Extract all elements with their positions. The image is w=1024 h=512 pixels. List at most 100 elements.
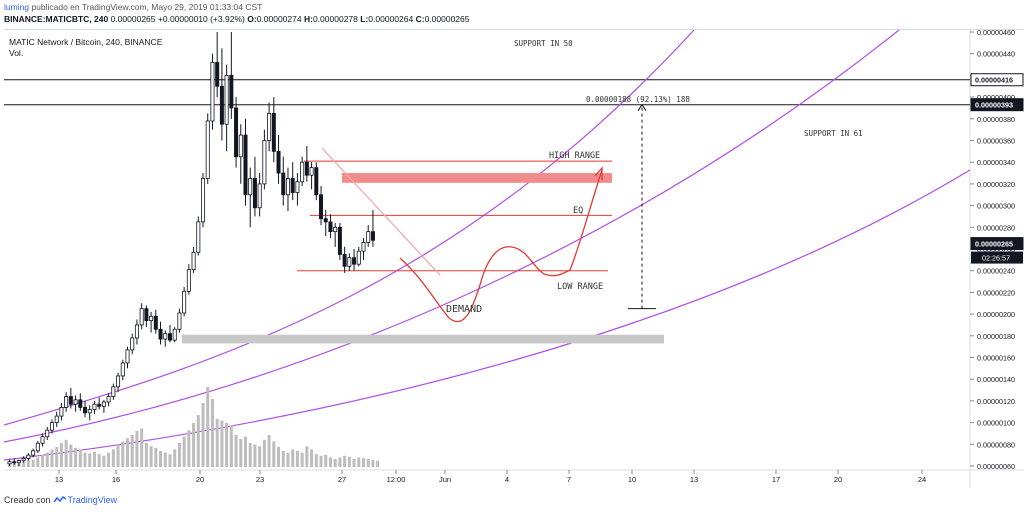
candle-up[interactable]: [201, 178, 206, 223]
candle-up[interactable]: [54, 415, 59, 423]
candle-down[interactable]: [290, 178, 295, 193]
candle-down[interactable]: [12, 461, 17, 464]
candle-down[interactable]: [342, 254, 347, 267]
candle-up[interactable]: [26, 454, 31, 459]
candle-down[interactable]: [328, 221, 333, 233]
candle-down[interactable]: [83, 407, 88, 414]
candle-up[interactable]: [163, 333, 168, 340]
candle-down[interactable]: [337, 226, 342, 255]
chart-area[interactable]: 0.000004600.000004400.000004200.00000400…: [4, 29, 1024, 488]
volume-bar: [50, 449, 54, 467]
price-label-box: [970, 237, 1024, 251]
candle-down[interactable]: [219, 85, 224, 125]
candle-up[interactable]: [210, 61, 215, 122]
candle-up[interactable]: [285, 178, 290, 196]
candle-up[interactable]: [333, 226, 338, 233]
candle-down[interactable]: [215, 61, 220, 87]
candle-down[interactable]: [97, 403, 102, 407]
candle-down[interactable]: [276, 150, 281, 174]
supply-zone[interactable]: [342, 173, 612, 183]
candle-up[interactable]: [238, 134, 243, 158]
candle-down[interactable]: [158, 328, 163, 340]
candle-up[interactable]: [177, 312, 182, 330]
candle-up[interactable]: [106, 396, 111, 403]
candle-up[interactable]: [196, 221, 201, 253]
candle-up[interactable]: [31, 450, 36, 456]
candle-down[interactable]: [304, 161, 309, 176]
candle-down[interactable]: [243, 134, 248, 196]
candle-up[interactable]: [257, 183, 262, 209]
time-tick-label: 20: [196, 475, 204, 484]
candle-up[interactable]: [87, 409, 92, 414]
candle-down[interactable]: [234, 107, 239, 158]
candle-up[interactable]: [191, 251, 196, 271]
candle-down[interactable]: [229, 75, 234, 109]
candle-down[interactable]: [271, 112, 276, 152]
candle-up[interactable]: [182, 290, 187, 314]
candle-up[interactable]: [309, 167, 314, 176]
support-curve-61[interactable]: [4, 169, 971, 461]
candle-down[interactable]: [319, 194, 324, 220]
candle-up[interactable]: [186, 269, 191, 292]
candle-up[interactable]: [64, 396, 69, 408]
candle-up[interactable]: [262, 140, 267, 185]
candle-up[interactable]: [205, 120, 210, 179]
candle-down[interactable]: [323, 218, 328, 223]
volume-bar: [154, 447, 158, 467]
candle-down[interactable]: [68, 396, 73, 405]
candle-down[interactable]: [314, 167, 319, 196]
candle-up[interactable]: [347, 257, 352, 267]
candle-up[interactable]: [45, 429, 50, 438]
candle-up[interactable]: [73, 399, 78, 405]
candle-down[interactable]: [144, 308, 149, 322]
candle-up[interactable]: [101, 401, 106, 407]
candle-up[interactable]: [21, 458, 26, 461]
candle-up[interactable]: [224, 75, 229, 125]
candle-up[interactable]: [295, 181, 300, 193]
volume-bar: [343, 455, 347, 467]
candle-up[interactable]: [120, 362, 125, 377]
trend-line[interactable]: [321, 147, 441, 276]
candle-up[interactable]: [16, 460, 21, 464]
annotation-support-in-61: SUPPORT IN 61: [804, 129, 863, 138]
candle-up[interactable]: [248, 178, 253, 196]
candle-up[interactable]: [134, 324, 139, 339]
candle-up[interactable]: [300, 161, 305, 183]
candle-up[interactable]: [361, 242, 366, 252]
candle-up[interactable]: [111, 386, 116, 397]
candle-up[interactable]: [116, 375, 121, 388]
candle-down[interactable]: [78, 399, 83, 408]
candle-down[interactable]: [252, 178, 257, 209]
support-curve-50[interactable]: [4, 30, 900, 443]
candle-up[interactable]: [35, 442, 40, 452]
candle-up[interactable]: [366, 231, 371, 243]
author-link[interactable]: luming: [4, 2, 30, 12]
price-chart[interactable]: 0.000004600.000004400.000004200.00000400…: [4, 30, 1024, 488]
projection-path[interactable]: [399, 169, 603, 323]
candle-up[interactable]: [356, 250, 361, 265]
candle-up[interactable]: [172, 328, 177, 341]
candle-up[interactable]: [7, 461, 12, 465]
volume-bar: [366, 459, 370, 467]
candle-up[interactable]: [59, 407, 64, 417]
candle-down[interactable]: [281, 172, 286, 196]
candle-up[interactable]: [40, 436, 45, 444]
demand-zone[interactable]: [182, 334, 664, 344]
candle-down[interactable]: [167, 333, 172, 341]
candle-down[interactable]: [370, 231, 375, 241]
tradingview-link[interactable]: TradingView: [52, 495, 117, 505]
volume-bar: [258, 446, 262, 467]
candle-up[interactable]: [125, 349, 130, 364]
candle-up[interactable]: [149, 315, 154, 322]
candle-up[interactable]: [130, 337, 135, 351]
annotation-high-range: HIGH RANGE: [549, 151, 600, 161]
candle-up[interactable]: [92, 403, 97, 410]
candle-up[interactable]: [49, 422, 54, 431]
candle-down[interactable]: [352, 257, 357, 265]
candle-down[interactable]: [153, 315, 158, 330]
candle-up[interactable]: [139, 308, 144, 326]
support-curve-inner[interactable]: [4, 30, 695, 426]
candle-up[interactable]: [267, 112, 272, 141]
volume-bar: [31, 459, 35, 467]
volume-bar: [102, 455, 106, 467]
